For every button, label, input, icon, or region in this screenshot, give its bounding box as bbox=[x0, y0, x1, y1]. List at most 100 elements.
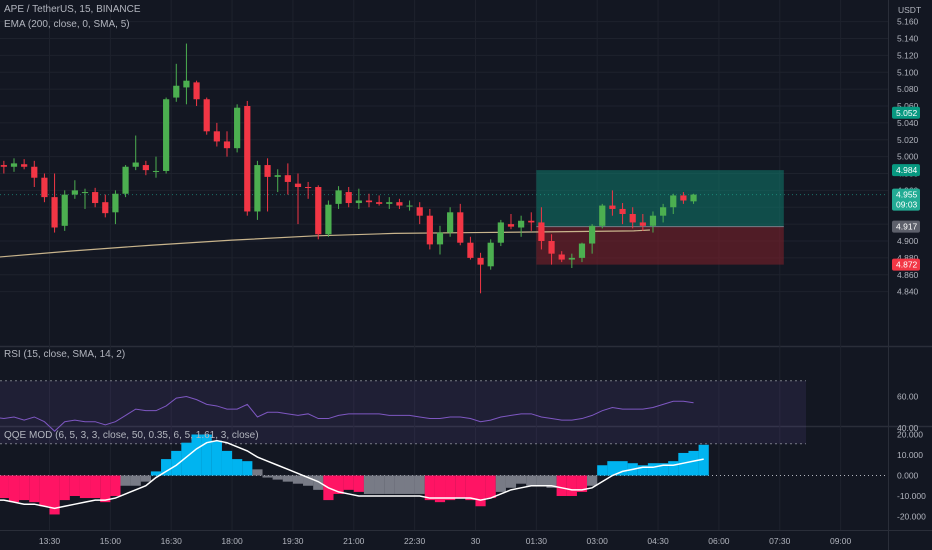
qqe-histogram-bar bbox=[171, 450, 182, 476]
candle-bear bbox=[213, 131, 220, 142]
candle-bull bbox=[568, 257, 575, 260]
qqe-histogram-bar bbox=[343, 475, 354, 490]
price-tick-label: 5.020 bbox=[897, 135, 919, 145]
qqe-histogram-bar bbox=[0, 475, 9, 499]
time-tick-label: 04:30 bbox=[647, 536, 669, 546]
price-badge-label: 4.955 bbox=[896, 190, 918, 200]
qqe-histogram-bar bbox=[353, 475, 364, 492]
qqe-histogram-bar bbox=[363, 475, 375, 494]
qqe-histogram-bar bbox=[191, 434, 202, 476]
price-badge bbox=[892, 220, 920, 233]
rsi-tick-label: 40.00 bbox=[897, 423, 919, 433]
candle-bull bbox=[152, 170, 160, 172]
candle-bear bbox=[305, 187, 312, 188]
candle-bear bbox=[315, 187, 322, 235]
qqe-histogram-bar bbox=[576, 475, 588, 492]
qqe-histogram-bar bbox=[262, 475, 273, 478]
candle-bear bbox=[507, 224, 515, 227]
price-tick-label: 5.160 bbox=[897, 17, 919, 27]
qqe-histogram-bar bbox=[556, 475, 567, 496]
time-tick-label: 06:00 bbox=[708, 536, 730, 546]
qqe-histogram-bar bbox=[597, 465, 608, 476]
price-tick-label: 4.840 bbox=[897, 287, 919, 297]
qqe-histogram-bar bbox=[414, 475, 425, 494]
price-tick-label: 5.100 bbox=[897, 67, 919, 77]
qqe-histogram-bar bbox=[678, 452, 689, 476]
price-badge bbox=[892, 258, 920, 271]
qqe-histogram-bar bbox=[130, 475, 141, 486]
time-tick-label: 16:30 bbox=[161, 536, 183, 546]
currency-label: USDT bbox=[898, 5, 922, 15]
candle-bear bbox=[376, 202, 383, 204]
qqe-histogram-bar bbox=[242, 461, 253, 476]
price-badge bbox=[892, 106, 920, 119]
candle-bear bbox=[609, 205, 616, 209]
candle-bear bbox=[345, 192, 352, 204]
candle-bear bbox=[294, 183, 302, 187]
time-tick-label: 01:30 bbox=[526, 536, 548, 546]
candle-bear bbox=[365, 200, 373, 203]
candle-bear bbox=[467, 242, 474, 258]
candle-bear bbox=[284, 175, 291, 182]
time-tick-label: 03:00 bbox=[587, 536, 609, 546]
candle-bear bbox=[0, 165, 7, 167]
price-badge-label: 4.917 bbox=[896, 222, 918, 232]
qqe-histogram-bar bbox=[39, 475, 50, 507]
candle-bear bbox=[41, 177, 48, 198]
candle-bull bbox=[578, 243, 586, 258]
qqe-histogram-bar bbox=[384, 475, 395, 494]
qqe-histogram-bar bbox=[100, 475, 111, 503]
qqe-histogram-bar bbox=[374, 475, 385, 494]
ema-indicator-title: EMA (200, close, 0, SMA, 5) bbox=[4, 19, 130, 30]
candle-bull bbox=[649, 215, 657, 226]
candle-bull bbox=[406, 205, 413, 207]
price-badge-label: 4.872 bbox=[896, 260, 918, 270]
candle-bear bbox=[680, 195, 687, 201]
qqe-histogram-bar bbox=[272, 475, 283, 480]
qqe-histogram-bar bbox=[292, 475, 304, 484]
candle-bull bbox=[497, 222, 504, 243]
candle-bull bbox=[386, 202, 393, 204]
qqe-histogram-bar bbox=[526, 475, 537, 486]
candle-bear bbox=[203, 99, 210, 132]
candle-bull bbox=[589, 225, 596, 244]
candle-bull bbox=[122, 166, 129, 194]
rsi-band bbox=[0, 380, 806, 444]
price-badge-label: 4.984 bbox=[896, 165, 918, 175]
candle-bull bbox=[173, 85, 180, 98]
countdown-label: 09:03 bbox=[896, 200, 918, 210]
qqe-histogram-bar bbox=[120, 475, 131, 486]
candle-bull bbox=[670, 195, 677, 208]
rsi-indicator-title: RSI (15, close, SMA, 14, 2) bbox=[4, 349, 126, 360]
qqe-histogram-bar bbox=[303, 475, 314, 486]
time-tick-label: 09:00 bbox=[830, 536, 852, 546]
candle-bull bbox=[325, 204, 332, 235]
qqe-histogram-bar bbox=[475, 475, 486, 507]
candle-bear bbox=[619, 208, 626, 214]
rsi-tick-label: 60.00 bbox=[897, 392, 919, 402]
qqe-histogram-bar bbox=[637, 465, 648, 476]
candle-bull bbox=[183, 80, 190, 88]
price-badge bbox=[892, 164, 920, 177]
qqe-histogram-bar bbox=[495, 475, 506, 492]
candle-bull bbox=[660, 207, 667, 216]
qqe-tick-label: 0.000 bbox=[897, 471, 919, 481]
candle-bull bbox=[599, 205, 606, 226]
candle-bear bbox=[538, 222, 545, 241]
qqe-histogram-bar bbox=[668, 461, 679, 476]
qqe-histogram-bar bbox=[587, 475, 598, 486]
candle-bull bbox=[274, 175, 281, 177]
time-tick-label: 21:00 bbox=[343, 536, 365, 546]
candle-bull bbox=[10, 163, 18, 167]
qqe-histogram-bar bbox=[49, 475, 60, 515]
candle-bear bbox=[264, 165, 271, 177]
qqe-histogram-bar bbox=[445, 475, 456, 501]
price-tick-label: 4.880 bbox=[897, 253, 919, 263]
qqe-histogram-bar bbox=[161, 459, 172, 476]
candle-bear bbox=[396, 202, 403, 206]
candle-bull bbox=[132, 162, 139, 167]
candle-bull bbox=[436, 232, 444, 245]
qqe-histogram-bar bbox=[516, 475, 527, 484]
candle-bull bbox=[355, 200, 362, 204]
